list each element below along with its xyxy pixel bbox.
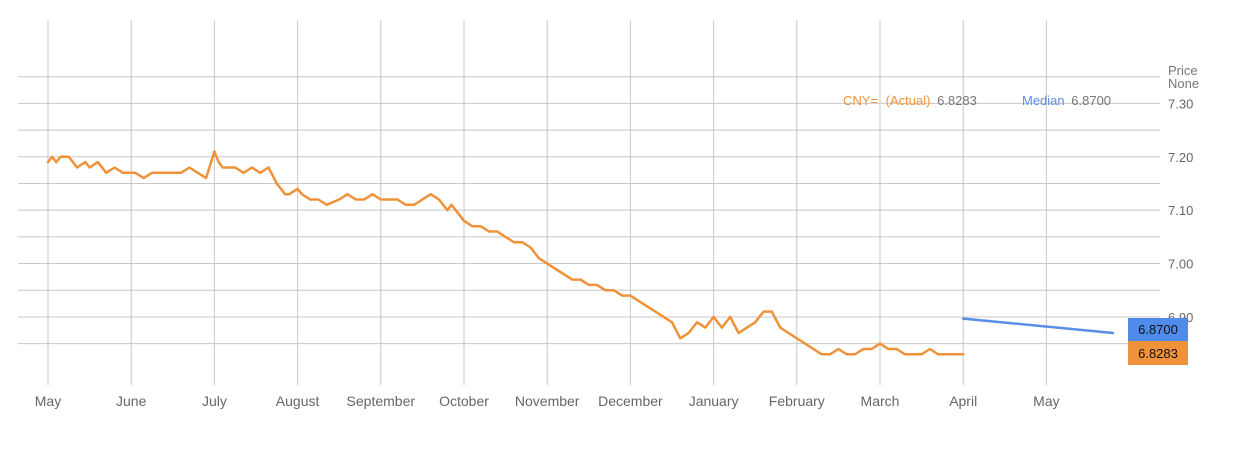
y-tick-label: 7.20 xyxy=(1168,150,1193,165)
horizontal-grid xyxy=(18,76,1160,345)
median-series-line xyxy=(961,317,1115,335)
series-layer xyxy=(46,150,1115,356)
x-tick-label: May xyxy=(35,393,61,409)
y-axis: 7.307.207.107.006.90 xyxy=(1168,96,1193,325)
x-axis: May June July August September October Novembe… xyxy=(35,393,1060,409)
x-tick-label: July xyxy=(202,393,227,409)
median-badge-bg xyxy=(1128,318,1188,341)
actual-value-badge: 6.8283 xyxy=(1128,341,1188,365)
median-value-badge: 6.8700 xyxy=(1128,318,1188,341)
actual-series-line xyxy=(46,150,965,356)
x-tick-label: October xyxy=(439,393,489,409)
legend-median: Median 6.8700 xyxy=(1022,93,1111,108)
legend-actual-value: 6.8283 xyxy=(937,93,977,108)
x-tick-label: May xyxy=(1033,393,1059,409)
actual-badge-bg xyxy=(1128,341,1188,365)
x-tick-label: November xyxy=(515,393,580,409)
x-tick-label: March xyxy=(861,393,900,409)
legend-actual: CNY= (Actual) 6.8283 xyxy=(843,93,977,108)
actual-badge-label: 6.8283 xyxy=(1138,346,1178,361)
legend-median-name: Median xyxy=(1022,93,1065,108)
x-tick-label: August xyxy=(276,393,320,409)
x-tick-label: June xyxy=(116,393,147,409)
y-tick-label: 7.00 xyxy=(1168,257,1193,272)
x-tick-label: January xyxy=(689,393,739,409)
legend-actual-name: CNY= xyxy=(843,93,878,108)
y-axis-subtitle: None xyxy=(1168,76,1199,91)
legend-actual-suffix: (Actual) xyxy=(886,93,931,108)
y-axis-title: Price xyxy=(1168,63,1198,78)
x-tick-label: April xyxy=(949,393,977,409)
y-tick-label: 7.10 xyxy=(1168,203,1193,218)
x-tick-label: February xyxy=(769,393,825,409)
y-tick-label: 7.30 xyxy=(1168,96,1193,111)
legend-median-value: 6.8700 xyxy=(1071,93,1111,108)
median-badge-label: 6.8700 xyxy=(1138,322,1178,337)
legend: CNY= (Actual) 6.8283 Median 6.8700 xyxy=(843,93,1111,108)
vertical-grid xyxy=(47,20,1047,385)
x-tick-label: December xyxy=(598,393,663,409)
x-tick-label: September xyxy=(347,393,416,409)
